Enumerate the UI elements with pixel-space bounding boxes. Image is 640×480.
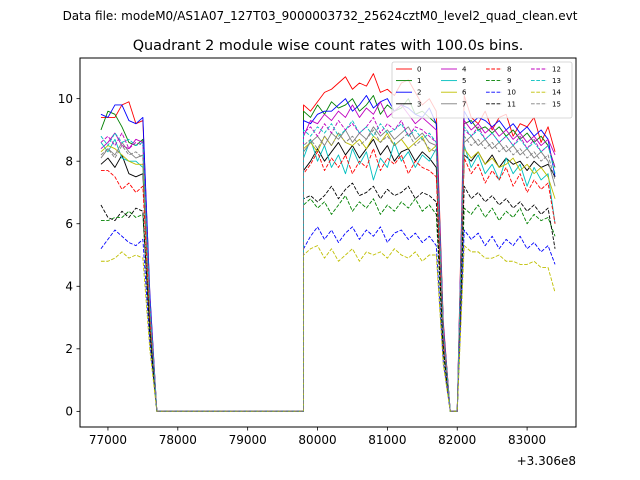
- legend-label-7: 7: [462, 100, 466, 108]
- legend-label-5: 5: [462, 77, 466, 85]
- series-lines: [100, 73, 556, 412]
- legend-label-8: 8: [507, 66, 511, 74]
- x-tick-label: 79000: [229, 433, 267, 447]
- x-tick-label: 78000: [159, 433, 197, 447]
- legend-label-0: 0: [417, 66, 421, 74]
- legend-label-11: 11: [507, 100, 516, 108]
- legend-label-1: 1: [417, 77, 421, 85]
- x-tick-label: 82000: [438, 433, 476, 447]
- legend-label-13: 13: [552, 77, 561, 85]
- y-tick-label: 2: [65, 342, 73, 356]
- legend-label-14: 14: [552, 89, 561, 97]
- y-tick-label: 10: [58, 92, 73, 106]
- legend-label-15: 15: [552, 100, 561, 108]
- series-line-7: [100, 126, 556, 412]
- plot-area: [100, 73, 556, 412]
- x-tick-label: 77000: [89, 433, 127, 447]
- series-line-6: [100, 132, 556, 412]
- y-tick-label: 4: [65, 280, 73, 294]
- suptitle: Data file: modeM0/AS1A07_127T03_90000037…: [63, 9, 578, 23]
- y-tick-label: 0: [65, 405, 73, 419]
- legend-label-12: 12: [552, 66, 561, 74]
- legend-label-2: 2: [417, 89, 421, 97]
- y-tick-label: 8: [65, 154, 73, 168]
- series-line-8: [100, 148, 556, 412]
- series-line-9: [100, 195, 556, 412]
- legend-label-9: 9: [507, 77, 511, 85]
- x-tick-label: 80000: [298, 433, 336, 447]
- legend-label-6: 6: [462, 89, 467, 97]
- series-line-0: [100, 73, 556, 412]
- legend-label-3: 3: [417, 100, 421, 108]
- series-line-4: [100, 101, 556, 412]
- x-tick-label: 83000: [508, 433, 546, 447]
- plot-frame: [79, 57, 577, 428]
- series-line-11: [100, 182, 556, 412]
- legend-label-4: 4: [462, 66, 467, 74]
- chart-title: Quadrant 2 module wise count rates with …: [133, 38, 524, 54]
- series-line-3: [100, 138, 556, 412]
- legend-box: [391, 61, 573, 119]
- y-tick-label: 6: [65, 217, 73, 231]
- series-line-10: [100, 226, 556, 412]
- series-line-14: [100, 245, 556, 412]
- legend-label-10: 10: [507, 89, 516, 97]
- x-tick-label: 81000: [368, 433, 406, 447]
- axes: 77000 78000 79000 80000 81000 82000 83000 0 2 4 6 8…: [58, 57, 577, 468]
- series-line-5: [100, 138, 556, 412]
- x-offset-label: +3.306e8: [517, 454, 576, 468]
- series-line-13: [100, 120, 556, 412]
- series-line-15: [100, 129, 556, 412]
